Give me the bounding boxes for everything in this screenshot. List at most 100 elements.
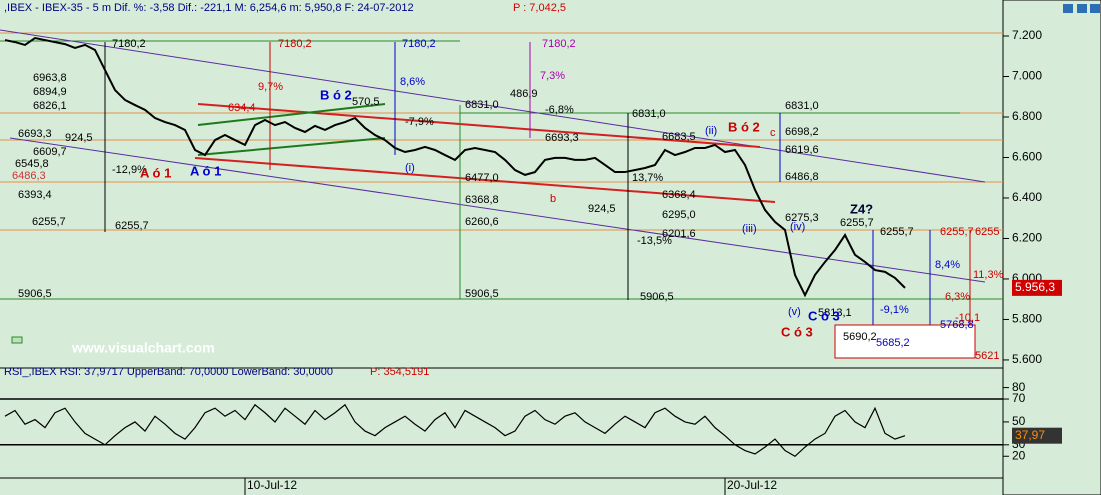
annotation: A ó 1: [190, 163, 221, 178]
annotation: 6486,8: [785, 171, 819, 183]
channel-line: [197, 103, 761, 148]
annotation: 6255,7: [840, 217, 874, 229]
annotation: 6831,0: [785, 100, 819, 112]
icon: [11, 336, 23, 344]
annotation: 5906,5: [18, 288, 52, 300]
chart-title: ,IBEX - IBEX-35 - 5 m Dif. %: -3,58 Dif.…: [4, 2, 414, 14]
annotation: 7180,2: [112, 38, 146, 50]
annotation: 6295,0: [662, 209, 696, 221]
y-tick-label: 20: [1012, 448, 1026, 462]
annotation: 5768,8: [940, 319, 974, 331]
channel-line: [194, 157, 776, 203]
annotation: 6255: [975, 226, 999, 238]
annotation: 7180,2: [542, 38, 576, 50]
annotation: 6619,6: [785, 144, 819, 156]
annotation: 6255,7: [115, 220, 149, 232]
annotation: 5906,5: [465, 288, 499, 300]
last-value-label: 5.956,3: [1015, 280, 1055, 294]
annotation: 6255,7: [880, 226, 914, 238]
annotation: 6201,6: [662, 228, 696, 240]
annotation: 6693,3: [545, 132, 579, 144]
annotation: 6255,7: [940, 226, 974, 238]
y-tick-label: 80: [1012, 380, 1026, 394]
annotation: -10,1: [955, 312, 980, 324]
annotation: 6255,7: [32, 216, 66, 228]
annotation: 6831,0: [632, 108, 666, 120]
annotation: 924,5: [588, 203, 616, 215]
annotation: 6963,8: [33, 72, 67, 84]
last-value-box: [1012, 427, 1062, 444]
annotation: B ó 2: [320, 87, 352, 102]
target-box: [834, 324, 976, 359]
channel-line: [197, 137, 386, 156]
annotation: (i): [405, 162, 415, 174]
window-button: [1090, 4, 1100, 13]
y-tick-label: 50: [1012, 414, 1026, 428]
annotation: 9,7%: [258, 81, 283, 93]
annotation: b: [550, 193, 556, 205]
annotation: -12,9%: [112, 164, 147, 176]
annotation: 6260,6: [465, 216, 499, 228]
annotation: -9,1%: [880, 304, 909, 316]
annotation: 8,6%: [400, 76, 425, 88]
annotation: (iii): [742, 223, 757, 235]
annotation: 7180,2: [278, 38, 312, 50]
annotation: 6,3%: [945, 291, 970, 303]
last-value-label: 37,97: [1015, 428, 1045, 442]
annotation: 6698,2: [785, 126, 819, 138]
annotation: (iv): [790, 221, 805, 233]
annotation: C ó 3: [781, 324, 813, 339]
y-tick-label: 7.000: [1012, 69, 1042, 83]
y-tick-label: 6.600: [1012, 150, 1042, 164]
x-tick-label: 10-Jul-12: [247, 478, 297, 492]
y-tick-label: 6.200: [1012, 231, 1042, 245]
annotation: 634,4: [228, 102, 256, 114]
annotation: 5906,5: [640, 291, 674, 303]
y-tick-label: 70: [1012, 391, 1026, 405]
price-line: [4, 403, 906, 457]
annotation: Z4?: [850, 201, 873, 216]
y-tick-label: 6.800: [1012, 109, 1042, 123]
y-tick-label: 6.400: [1012, 190, 1042, 204]
channel-line: [197, 103, 386, 126]
annotation: 6368,4: [662, 189, 696, 201]
annotation: B ó 2: [728, 119, 760, 134]
annotation: (ii): [705, 125, 717, 137]
price-label: P: 354,5191: [370, 366, 429, 378]
annotation: C ó 3: [808, 308, 840, 323]
window-button: [1077, 4, 1087, 13]
annotation: 5685,2: [876, 337, 910, 349]
annotation: 6894,9: [33, 86, 67, 98]
annotation: 6683,5: [662, 131, 696, 143]
annotation: 6368,8: [465, 194, 499, 206]
annotation: 486,9: [510, 88, 538, 100]
annotation: 7180,2: [402, 38, 436, 50]
y-tick-label: 5.800: [1012, 312, 1042, 326]
last-value-box: [1012, 279, 1062, 296]
annotation: 6275,3: [785, 212, 819, 224]
price-label: P : 7,042,5: [513, 2, 566, 14]
annotation: 924,5: [65, 132, 93, 144]
annotation: 5813,1: [818, 307, 852, 319]
annotation: 6831,0: [465, 99, 499, 111]
annotation: c: [770, 127, 776, 139]
annotation: 6393,4: [18, 189, 52, 201]
annotation: 5690,2: [843, 331, 877, 343]
annotation: -6,8%: [545, 104, 574, 116]
x-tick-label: 20-Jul-12: [727, 478, 777, 492]
watermark: www.visualchart.com: [71, 340, 215, 356]
annotation: 6545,8: [15, 158, 49, 170]
annotation: (v): [788, 306, 801, 318]
annotation: 6693,3: [18, 128, 52, 140]
annotation: 570,5: [352, 96, 380, 108]
annotation: 11,3%: [973, 269, 1004, 281]
price-line: [4, 36, 906, 298]
y-tick-label: 5.600: [1012, 352, 1042, 366]
annotation: 6826,1: [33, 100, 67, 112]
drawings: [0, 4, 1100, 359]
y-tick-label: 7.200: [1012, 28, 1042, 42]
annotation: 6477,0: [465, 172, 499, 184]
annotation: 7,3%: [540, 70, 565, 82]
